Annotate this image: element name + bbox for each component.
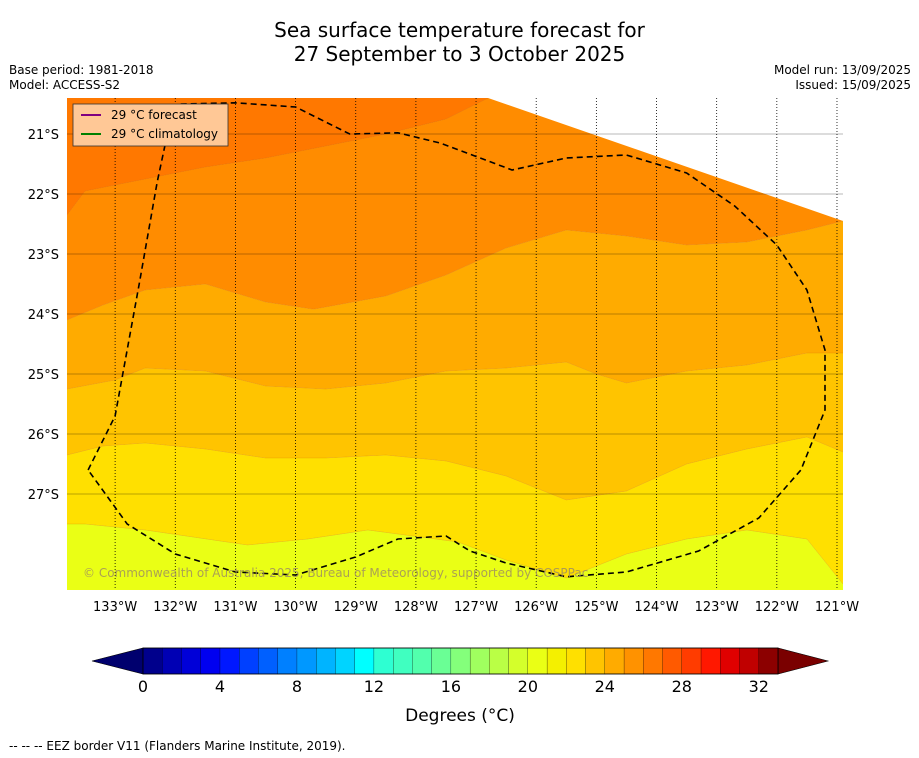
- legend-item-label: 29 °C climatology: [111, 127, 218, 141]
- colorbar-segment: [643, 647, 663, 675]
- colorbar-segment: [239, 647, 259, 675]
- y-tick-label: 23°S: [28, 248, 59, 263]
- x-tick-label: 128°W: [394, 600, 438, 615]
- legend-box: [72, 103, 229, 147]
- x-tick-label: 127°W: [454, 600, 498, 615]
- y-tick-label: 24°S: [28, 308, 59, 323]
- graticule: [67, 98, 843, 590]
- y-tick-label: 25°S: [28, 368, 59, 383]
- metadata-left: Base period: 1981-2018 Model: ACCESS-S2: [9, 63, 154, 93]
- colorbar-segment: [508, 647, 529, 675]
- copyright-watermark: © Commonwealth of Australia 2025, Bureau…: [83, 566, 588, 580]
- colorbar-segment: [546, 647, 567, 675]
- colorbar-tick-label: 12: [364, 677, 384, 696]
- colorbar-segment: [162, 647, 182, 675]
- eez-footnote: -- -- -- EEZ border V11 (Flanders Marine…: [9, 739, 346, 753]
- sst-contour-line: [67, 98, 489, 216]
- model-run-text: Model run: 13/09/2025: [773, 63, 911, 77]
- colorbar-segment: [412, 647, 433, 675]
- x-tick-label: 130°W: [274, 600, 318, 615]
- colorbar-segment: [489, 647, 510, 675]
- colorbar-segment: [527, 647, 548, 675]
- x-tick-label: 125°W: [574, 600, 618, 615]
- colorbar-tick-label: 8: [292, 677, 302, 696]
- x-tick-label: 122°W: [755, 600, 799, 615]
- colorbar-segment: [277, 647, 298, 675]
- metadata-right: Model run: 13/09/2025 Issued: 15/09/2025: [774, 63, 911, 93]
- x-tick-label: 133°W: [93, 600, 137, 615]
- colorbar-segment: [585, 647, 606, 675]
- colorbar-segment: [450, 647, 471, 675]
- y-tick-label: 27°S: [28, 488, 59, 503]
- colorbar-segment: [681, 647, 702, 675]
- x-tick-label: 129°W: [334, 600, 378, 615]
- x-tick-label: 121°W: [815, 600, 859, 615]
- x-tick-label: 124°W: [634, 600, 678, 615]
- colorbar-tick-label: 16: [441, 677, 461, 696]
- base-period-text: Base period: 1981-2018: [9, 63, 154, 77]
- sst-band-21-22: [67, 524, 843, 590]
- legend-item-label: 29 °C forecast: [111, 108, 197, 122]
- colorbar-segment: [393, 647, 413, 675]
- colorbar-outline: [142, 647, 779, 675]
- colorbar-segment: [623, 647, 644, 675]
- x-tick-label: 126°W: [514, 600, 558, 615]
- colorbar-extend-max: [777, 647, 830, 675]
- colorbar-segment: [758, 647, 779, 675]
- colorbar-segment: [431, 647, 452, 675]
- sst-band-25-26: [67, 98, 843, 320]
- colorbar-tick-label: 24: [595, 677, 615, 696]
- colorbar-segment: [604, 647, 625, 675]
- chart-title-line1: Sea surface temperature forecast for: [274, 18, 645, 42]
- colorbar-segment: [316, 647, 336, 675]
- sst-band-24-25: [67, 221, 843, 389]
- x-tick-label: 123°W: [695, 600, 739, 615]
- colorbar-segment: [219, 647, 240, 675]
- sst-contour-line: [67, 523, 843, 585]
- y-tick-label: 26°S: [28, 428, 59, 443]
- y-tick-label: 21°S: [28, 128, 59, 143]
- colorbar-segment: [296, 647, 317, 675]
- chart-title: Sea surface temperature forecast for 27 …: [0, 18, 919, 66]
- eez-border: [87, 101, 826, 578]
- legend: 29 °C forecast 29 °C climatology: [72, 103, 229, 147]
- colorbar-segment: [700, 647, 721, 675]
- chart-title-line2: 27 September to 3 October 2025: [293, 42, 626, 66]
- colorbar-label: Degrees (°C): [405, 706, 515, 726]
- colorbar-tick-label: 20: [518, 677, 538, 696]
- colorbar-tick-label: 0: [138, 677, 148, 696]
- model-text: Model: ACCESS-S2: [9, 78, 121, 92]
- colorbar-segment: [662, 647, 683, 675]
- y-axis-ticks: 21°S 22°S 23°S 24°S 25°S 26°S 27°S: [28, 128, 59, 503]
- colorbar-segment: [335, 647, 356, 675]
- colorbar-tick-label: 28: [672, 677, 692, 696]
- x-tick-label: 132°W: [153, 600, 197, 615]
- sst-band-23-24: [67, 353, 843, 500]
- x-axis-ticks: 133°W 132°W 131°W 130°W 129°W 128°W 127°W 126°W…: [93, 600, 859, 615]
- colorbar-segment: [200, 647, 221, 675]
- colorbar-segment: [720, 647, 740, 675]
- issued-text: Issued: 15/09/2025: [795, 78, 911, 92]
- colorbar-segment: [181, 647, 202, 675]
- colorbar-tick-label: 32: [749, 677, 769, 696]
- colorbar: 0 4 8 12 16 20 24 28 32: [91, 647, 830, 696]
- sst-band-22-23: [67, 437, 843, 584]
- sst-contour-line: [67, 436, 843, 501]
- eez-border-line: [87, 101, 826, 578]
- colorbar-segment: [258, 647, 279, 675]
- colorbar-segment: [373, 647, 394, 675]
- colorbar-segment: [739, 647, 760, 675]
- y-tick-label: 22°S: [28, 188, 59, 203]
- colorbar-tick-label: 4: [215, 677, 225, 696]
- colorbar-segment: [566, 647, 587, 675]
- colorbar-segment: [142, 647, 163, 675]
- colorbar-extend-min: [91, 647, 144, 675]
- sst-contour-line: [67, 220, 843, 321]
- x-tick-label: 131°W: [213, 600, 257, 615]
- colorbar-segment: [469, 647, 490, 675]
- colorbar-segment: [354, 647, 375, 675]
